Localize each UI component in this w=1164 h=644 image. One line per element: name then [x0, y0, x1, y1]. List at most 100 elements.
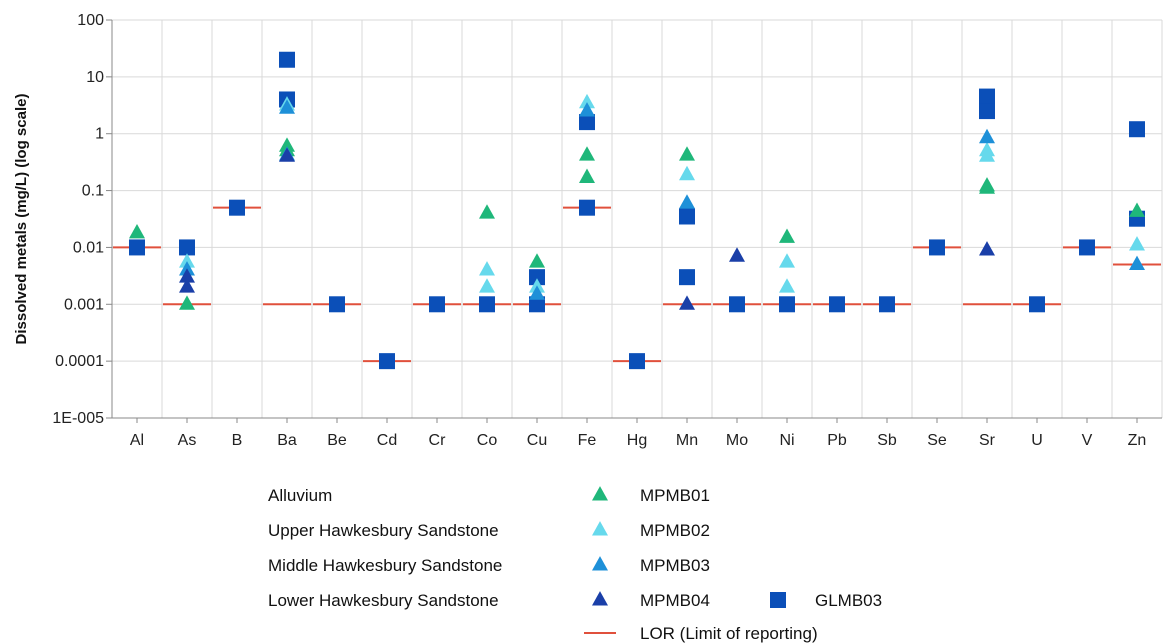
point-triangle: [729, 247, 745, 262]
y-axis-label: Dissolved metals (mg/L) (log scale): [13, 94, 30, 345]
point-triangle: [179, 295, 195, 310]
point-square: [679, 269, 695, 286]
point-square: [379, 353, 395, 370]
point-triangle: [979, 241, 995, 256]
point-triangle: [529, 253, 545, 268]
point-triangle: [479, 204, 495, 219]
x-tick-label: V: [1082, 432, 1093, 449]
point-triangle: [479, 278, 495, 293]
legend-marker-triangle: [592, 591, 608, 606]
x-tick-label: B: [232, 432, 243, 449]
point-square: [579, 199, 595, 216]
point-square: [629, 353, 645, 370]
point-square: [779, 296, 795, 313]
legend-series-label: MPMB04: [640, 591, 710, 610]
x-tick-label: Fe: [578, 432, 597, 449]
x-tick-label: Hg: [627, 432, 647, 449]
point-triangle: [579, 102, 595, 117]
x-tick-label: Pb: [827, 432, 847, 449]
point-square: [1079, 239, 1095, 256]
x-tick-label: Ba: [277, 432, 297, 449]
point-square: [879, 296, 895, 313]
point-triangle: [979, 179, 995, 194]
y-tick-label: 0.0001: [55, 353, 104, 370]
point-square: [279, 51, 295, 68]
point-square: [129, 239, 145, 256]
point-square: [979, 103, 995, 120]
axes: 1E-005 0.0001 0.001 0.01 0.1 1 10 100 Al As B Ba Be C…: [52, 12, 1162, 449]
point-square: [829, 296, 845, 313]
point-triangle: [279, 147, 295, 162]
y-tick-label: 100: [77, 12, 104, 29]
point-triangle: [579, 168, 595, 183]
x-tick-label: Sr: [979, 432, 996, 449]
point-square: [1029, 296, 1045, 313]
point-triangle: [979, 141, 995, 157]
x-tick-label: Mo: [726, 432, 748, 449]
legend-series-label: MPMB01: [640, 486, 710, 505]
point-triangle: [529, 285, 545, 300]
x-tick-label: Be: [327, 432, 347, 449]
point-triangle: [179, 278, 195, 293]
y-tick-label: 0.01: [73, 239, 104, 256]
point-square: [179, 239, 195, 256]
point-triangle: [279, 99, 295, 114]
point-triangle: [779, 253, 795, 268]
point-square: [729, 296, 745, 313]
legend-marker-triangle: [592, 521, 608, 536]
y-tick-label: 10: [86, 69, 104, 86]
point-triangle: [1129, 255, 1145, 271]
point-triangle: [679, 194, 695, 209]
point-square: [979, 88, 995, 105]
point-square: [1129, 121, 1145, 138]
point-square: [529, 269, 545, 286]
legend-series-label: MPMB03: [640, 556, 710, 575]
x-tick-label: Mn: [676, 432, 698, 449]
x-tick-label: Sb: [877, 432, 897, 449]
x-tick-label: Ni: [779, 432, 794, 449]
y-tick-label: 0.001: [64, 296, 104, 313]
legend-marker-square: [770, 592, 786, 608]
y-tick-label: 1E-005: [52, 410, 104, 427]
legend-aquifer-label: Upper Hawkesbury Sandstone: [268, 521, 499, 540]
x-tick-label: Zn: [1128, 432, 1147, 449]
point-square: [529, 296, 545, 313]
point-triangle: [779, 228, 795, 243]
point-square: [329, 296, 345, 313]
point-triangle: [179, 253, 195, 268]
legend-aquifer-label: Alluvium: [268, 486, 332, 505]
point-square: [429, 296, 445, 313]
legend-aquifer-label: Lower Hawkesbury Sandstone: [268, 591, 499, 610]
legend-marker-triangle: [592, 486, 608, 501]
point-square: [579, 114, 595, 131]
point-triangle: [579, 146, 595, 161]
point-square: [229, 199, 245, 216]
point-triangle: [679, 165, 695, 181]
legend-series-label: MPMB02: [640, 521, 710, 540]
x-tick-label: Al: [130, 432, 144, 449]
x-tick-label: Cd: [377, 432, 397, 449]
grid: [111, 19, 1163, 419]
x-tick-label: Se: [927, 432, 947, 449]
legend: Alluvium Upper Hawkesbury Sandstone Middle…: [268, 486, 882, 643]
point-square: [929, 239, 945, 256]
point-triangle: [679, 295, 695, 310]
point-triangle: [979, 128, 995, 144]
x-tick-label: Cu: [527, 432, 547, 449]
point-triangle: [1129, 202, 1145, 217]
y-tick-label: 1: [95, 126, 104, 143]
point-triangle: [779, 278, 795, 293]
point-triangle: [579, 93, 595, 109]
point-triangle: [679, 146, 695, 161]
point-triangle: [179, 268, 195, 283]
legend-series-label: GLMB03: [815, 591, 882, 610]
x-tick-label: As: [178, 432, 197, 449]
legend-aquifer-label: Middle Hawkesbury Sandstone: [268, 556, 502, 575]
point-triangle: [1129, 236, 1145, 251]
y-tick-label: 0.1: [82, 183, 104, 200]
point-triangle: [129, 223, 145, 239]
legend-series-label: LOR (Limit of reporting): [640, 624, 818, 643]
point-square: [479, 296, 495, 313]
x-tick-label: U: [1031, 432, 1043, 449]
